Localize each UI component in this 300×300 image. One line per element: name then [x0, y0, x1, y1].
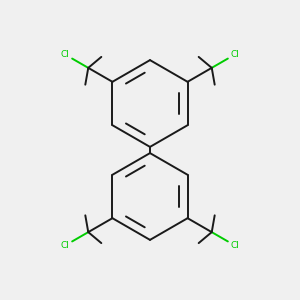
- Text: Cl: Cl: [231, 241, 240, 250]
- Text: Cl: Cl: [60, 241, 69, 250]
- Text: Cl: Cl: [60, 50, 69, 59]
- Text: Cl: Cl: [231, 50, 240, 59]
